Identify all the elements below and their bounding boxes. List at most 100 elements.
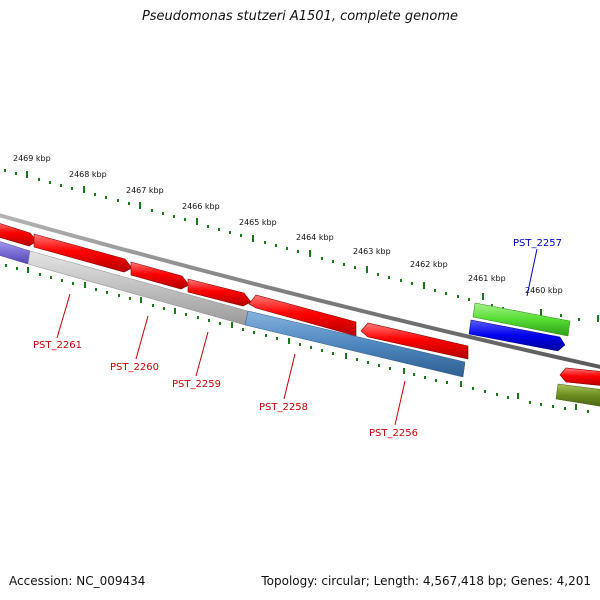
gene-arrow[interactable] (360, 322, 469, 360)
ruler-tick-major (252, 235, 254, 242)
ruler-tick (356, 358, 358, 361)
gene-block-olive[interactable] (555, 383, 600, 407)
ruler-tick (264, 241, 266, 244)
ruler-tick (552, 405, 554, 408)
ruler-tick (321, 257, 323, 260)
ruler-tick (457, 295, 459, 298)
ruler-label: 2461 kbp (468, 274, 506, 283)
ruler-tick (411, 282, 413, 285)
ruler-tick (507, 396, 509, 399)
ruler-tick (389, 367, 391, 370)
ruler-tick (472, 387, 474, 390)
ruler-tick (61, 279, 63, 282)
ruler-tick (129, 297, 131, 300)
gene-block-steel[interactable] (244, 310, 466, 378)
ruler-tick (219, 322, 221, 325)
ruler-tick (49, 181, 51, 184)
ruler-tick (310, 346, 312, 349)
ruler-tick (208, 319, 210, 322)
ruler-tick (496, 393, 498, 396)
ruler-tick (424, 376, 426, 379)
ruler-tick-major (27, 267, 29, 273)
ruler-tick (540, 403, 542, 406)
ruler-tick (275, 244, 277, 247)
ruler-tick (484, 390, 486, 393)
gene-arrow[interactable] (33, 233, 133, 273)
ruler-tick (229, 231, 231, 234)
ruler-tick-major (140, 297, 142, 303)
ruler-ticks-inner (5, 264, 589, 413)
ruler-label: 2466 kbp (182, 202, 220, 211)
ruler-tick-major (423, 282, 425, 289)
ruler-tick (354, 266, 356, 269)
genome-title: Pseudomonas stutzeri A1501, complete gen… (141, 9, 459, 24)
ruler-tick (377, 273, 379, 276)
ruler-label: 2465 kbp (239, 218, 277, 227)
ruler-label: 2469 kbp (13, 154, 51, 163)
gene-label-pst-2256[interactable]: PST_2256 (369, 428, 418, 439)
ruler-tick (105, 196, 107, 199)
genome-backbone (0, 213, 600, 369)
leader-line (394, 380, 406, 426)
gene-label-pst-2261[interactable]: PST_2261 (33, 340, 82, 351)
ruler-tick-major (231, 322, 233, 328)
ruler-tick (299, 343, 301, 346)
ruler-labels: 2469 kbp 2468 kbp 2467 kbp 2466 kbp 2465… (13, 154, 563, 295)
ruler-tick (163, 307, 165, 310)
ruler-tick (265, 334, 267, 337)
ruler-tick (218, 228, 220, 231)
ruler-label: 2463 kbp (353, 247, 391, 256)
leader-line (135, 315, 149, 360)
ruler-tick (468, 298, 470, 301)
ruler-tick (587, 410, 589, 413)
ruler-tick-major (196, 218, 198, 225)
ruler-tick (242, 328, 244, 331)
ruler-tick-major (345, 353, 347, 359)
ruler-tick-major (575, 404, 577, 410)
ruler-tick (151, 209, 153, 212)
gene-arrow[interactable] (187, 278, 252, 307)
ruler-tick (446, 381, 448, 384)
ruler-tick (117, 199, 119, 202)
ruler-tick (343, 263, 345, 266)
ruler-tick-major (288, 338, 290, 344)
ruler-tick (400, 279, 402, 282)
gene-arrow-blue[interactable] (468, 319, 566, 352)
forward-strand-genes (0, 222, 600, 386)
gene-block-green[interactable] (472, 302, 571, 337)
ruler-tick (286, 247, 288, 250)
ruler-tick (491, 304, 493, 307)
genome-summary: Topology: circular; Length: 4,567,418 bp… (261, 574, 591, 588)
ruler-tick (152, 304, 154, 307)
gene-arrow[interactable] (130, 261, 190, 290)
ruler-tick (529, 401, 531, 404)
gene-label-pst-2260[interactable]: PST_2260 (110, 362, 159, 373)
gene-label-pst-2257[interactable]: PST_2257 (513, 238, 562, 249)
leader-line (56, 293, 71, 339)
ruler-tick-major (460, 381, 462, 387)
ruler-tick (435, 379, 437, 382)
ruler-tick-major (366, 266, 368, 273)
ruler-tick (367, 361, 369, 364)
ruler-tick (39, 273, 41, 276)
ruler-tick (38, 178, 40, 181)
ruler-tick (5, 264, 7, 267)
ruler-tick (4, 169, 6, 172)
ruler-tick (388, 276, 390, 279)
gene-arrow[interactable] (0, 222, 38, 247)
ruler-tick (276, 337, 278, 340)
ruler-tick (445, 292, 447, 295)
gene-arrow[interactable] (559, 367, 600, 386)
ruler-tick-major (403, 368, 405, 374)
ruler-tick (185, 313, 187, 316)
ruler-tick-major (139, 202, 141, 209)
gene-label-pst-2258[interactable]: PST_2258 (259, 402, 308, 413)
ruler-tick (72, 282, 74, 285)
gene-arrow[interactable] (248, 294, 357, 337)
ruler-tick (71, 187, 73, 190)
gene-label-pst-2259[interactable]: PST_2259 (172, 379, 221, 390)
ruler-tick (253, 331, 255, 334)
ruler-tick-major (597, 315, 599, 322)
leader-line (526, 248, 538, 297)
